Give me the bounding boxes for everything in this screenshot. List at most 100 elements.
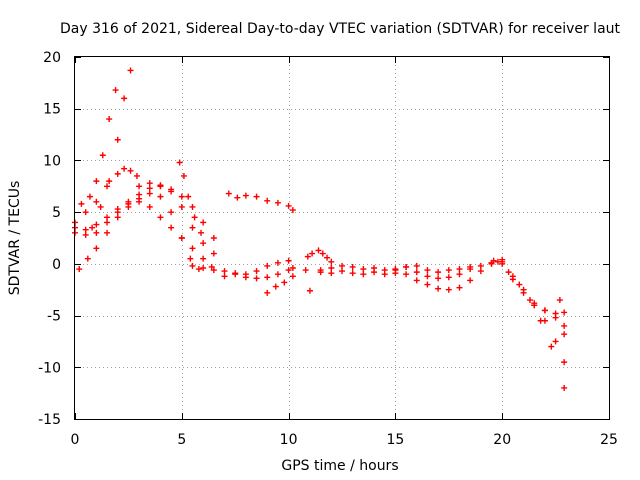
- data-point: [304, 253, 311, 260]
- data-point: [281, 279, 288, 286]
- data-point: [185, 193, 192, 200]
- data-point: [289, 207, 296, 214]
- data-point: [178, 235, 185, 241]
- data-point: [168, 224, 175, 231]
- chart-title: Day 316 of 2021, Sidereal Day-to-day VTE…: [60, 21, 621, 37]
- data-point: [349, 263, 356, 270]
- data-point: [208, 263, 215, 270]
- data-point: [285, 257, 292, 264]
- x-tick-label: 0: [71, 432, 80, 448]
- data-point: [136, 191, 143, 198]
- y-tick-label: 10: [43, 153, 61, 169]
- data-point: [127, 167, 134, 174]
- data-point: [82, 209, 89, 216]
- series-point-11: [306, 287, 313, 294]
- data-point: [234, 194, 241, 201]
- data-point: [106, 116, 113, 123]
- data-point: [112, 87, 119, 94]
- data-point: [82, 231, 89, 238]
- x-tick-label: 20: [493, 432, 511, 448]
- data-point: [339, 268, 345, 275]
- data-point: [509, 276, 516, 283]
- data-point: [520, 289, 527, 296]
- data-point: [541, 307, 548, 314]
- data-point: [467, 266, 474, 273]
- data-point: [187, 255, 194, 262]
- series-arc-flat-2: [317, 267, 399, 278]
- data-point: [189, 245, 196, 252]
- data-point: [315, 247, 322, 254]
- data-point: [114, 206, 121, 213]
- data-point: [93, 245, 100, 252]
- data-point: [537, 317, 544, 324]
- x-axis-label: GPS time / hours: [281, 458, 398, 474]
- tick-marks: [75, 57, 610, 420]
- data-point: [104, 229, 111, 236]
- data-point: [146, 180, 153, 187]
- data-point: [104, 219, 111, 226]
- y-tick-label: 5: [52, 205, 61, 221]
- data-point: [232, 271, 239, 278]
- data-point: [210, 250, 217, 257]
- series-arc-bump-11: [304, 247, 335, 265]
- data-point: [198, 229, 205, 236]
- x-tick-label: 5: [177, 432, 186, 448]
- data-point: [328, 258, 335, 265]
- data-point: [146, 190, 153, 197]
- data-point: [339, 262, 345, 269]
- series-arc-main-2: [76, 198, 215, 273]
- data-point: [435, 275, 442, 282]
- data-point: [76, 266, 83, 273]
- data-point: [424, 267, 431, 274]
- data-point: [210, 267, 217, 274]
- data-point: [221, 268, 228, 275]
- y-tick-labels: -15 -10 -5 0 5 10 15 20: [38, 50, 61, 428]
- x-tick-label: 10: [280, 432, 298, 448]
- data-point: [435, 269, 442, 276]
- data-point: [157, 214, 164, 221]
- data-point: [324, 254, 331, 261]
- data-point: [561, 384, 568, 391]
- data-point: [168, 188, 175, 195]
- x-tick-label: 15: [386, 432, 404, 448]
- data-point: [78, 200, 85, 207]
- data-point: [328, 264, 335, 271]
- data-point: [178, 193, 185, 200]
- data-point: [435, 285, 442, 292]
- data-point: [146, 185, 153, 192]
- y-tick-label: 20: [43, 50, 61, 66]
- series-arc-dip-2: [221, 267, 292, 282]
- y-tick-label: 0: [52, 257, 61, 273]
- series-arc-low-9: [264, 273, 296, 296]
- data-point: [456, 284, 463, 291]
- series-arc-upper-1030: [225, 190, 296, 214]
- data-point: [360, 271, 367, 278]
- data-point: [242, 274, 249, 281]
- data-point: [82, 226, 89, 233]
- data-point: [121, 165, 128, 172]
- data-point: [392, 267, 399, 274]
- x-tick-labels: 0 5 10 15 20 25: [71, 432, 618, 448]
- data-point: [319, 250, 326, 257]
- data-point: [289, 273, 296, 280]
- data-point: [381, 271, 388, 278]
- data-point: [552, 314, 559, 321]
- data-point: [274, 271, 281, 278]
- data-point: [413, 269, 420, 276]
- x-tick-label: 25: [600, 432, 618, 448]
- data-point: [561, 322, 568, 329]
- data-point: [424, 273, 431, 280]
- data-point: [561, 359, 568, 366]
- data-point: [309, 250, 316, 257]
- data-point: [285, 267, 292, 274]
- data-point: [456, 266, 463, 273]
- data-point: [274, 259, 281, 266]
- data-point: [242, 192, 249, 199]
- data-point: [289, 264, 296, 271]
- data-point: [200, 264, 207, 271]
- data-point: [157, 183, 164, 190]
- data-point: [210, 235, 217, 241]
- grid: [75, 57, 609, 419]
- series-arc-peak: [136, 180, 217, 241]
